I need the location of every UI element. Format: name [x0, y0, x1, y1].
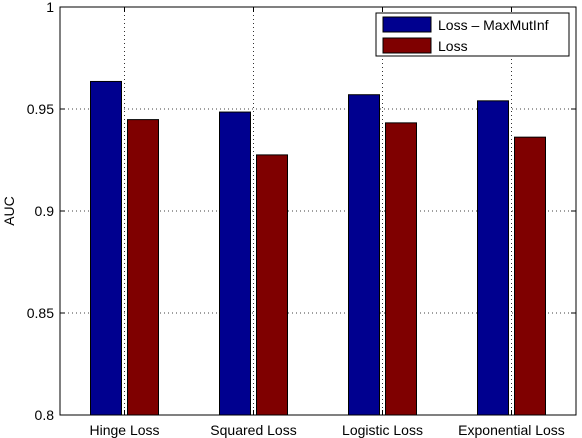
- bar-series-2: [127, 119, 159, 416]
- tick-marks: [60, 6, 576, 416]
- legend-label-series-1: Loss – MaxMutInf: [438, 17, 549, 33]
- y-tick-label: 0.8: [35, 407, 55, 423]
- bar-series-1: [90, 80, 122, 416]
- legend-swatch-series-2: [382, 37, 432, 54]
- y-tick-label: 0.9: [35, 203, 55, 219]
- y-tick-label: 0.95: [27, 101, 54, 117]
- legend-label-series-2: Loss: [438, 38, 468, 54]
- x-tick-label: Logistic Loss: [342, 422, 423, 438]
- x-tick-label: Exponential Loss: [458, 422, 565, 438]
- legend: Loss – MaxMutInf Loss: [375, 12, 570, 57]
- y-tick-labels: 0.8 0.85 0.9 0.95 1: [27, 0, 54, 423]
- bar-series-2: [256, 154, 288, 416]
- bar-series-1: [477, 100, 509, 416]
- bar-series-1: [348, 94, 380, 416]
- x-tick-labels: Hinge Loss Squared Loss Logistic Loss Expon…: [89, 422, 564, 438]
- grid-lines: [60, 7, 576, 415]
- bar-series-1: [219, 111, 251, 416]
- x-tick-label: Squared Loss: [210, 422, 296, 438]
- bars: [90, 80, 546, 416]
- bar-series-2: [385, 122, 417, 416]
- y-tick-label: 0.85: [27, 305, 54, 321]
- y-axis-label: AUC: [1, 196, 17, 226]
- y-tick-label: 1: [46, 0, 54, 15]
- bar-series-2: [514, 136, 546, 416]
- legend-swatch-series-1: [382, 16, 432, 33]
- x-tick-label: Hinge Loss: [89, 422, 159, 438]
